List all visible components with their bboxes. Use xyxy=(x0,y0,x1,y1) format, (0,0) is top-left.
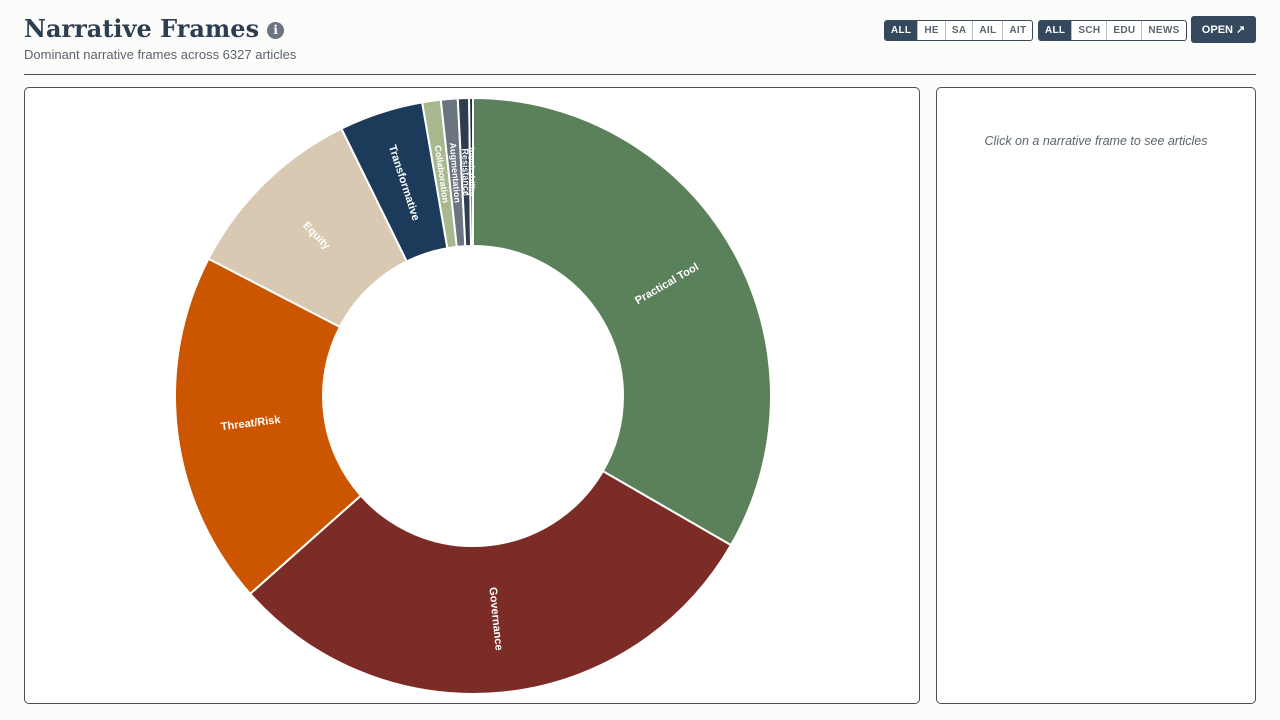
type-filter-news[interactable]: NEWS xyxy=(1141,21,1185,40)
slice-governance[interactable] xyxy=(248,469,733,695)
source-filter-sa[interactable]: SA xyxy=(944,21,973,40)
source-filter-ait[interactable]: AIT xyxy=(1002,21,1032,40)
source-filter-all[interactable]: ALL xyxy=(885,21,918,40)
header-divider xyxy=(24,74,1256,75)
donut-chart: Practical ToolGovernanceThreat/RiskEquit… xyxy=(174,96,773,695)
page-title: Narrative Frames i xyxy=(24,14,285,43)
articles-hint: Click on a narrative frame to see articl… xyxy=(984,134,1208,148)
external-arrow-icon: ↗ xyxy=(1235,24,1246,36)
articles-panel: Click on a narrative frame to see articl… xyxy=(936,87,1256,704)
slice-threat-risk[interactable] xyxy=(174,257,363,596)
type-filter-group: ALL SCH EDU NEWS xyxy=(1038,20,1187,41)
type-filter-sch[interactable]: SCH xyxy=(1071,21,1106,40)
info-icon[interactable]: i xyxy=(267,21,285,39)
slice-inevitability[interactable] xyxy=(468,96,474,248)
source-filter-group: ALL HE SA AIL AIT xyxy=(884,20,1034,41)
source-filter-ail[interactable]: AIL xyxy=(972,21,1002,40)
open-button-label: OPEN xyxy=(1201,23,1233,36)
page-title-text: Narrative Frames xyxy=(24,14,260,43)
open-button[interactable]: OPEN ↗ xyxy=(1191,16,1256,43)
source-filter-he[interactable]: HE xyxy=(917,21,945,40)
type-filter-all[interactable]: ALL xyxy=(1039,21,1072,40)
chart-panel: Practical Tool Governance Threat/Risk Equit… xyxy=(24,87,920,704)
page-subtitle: Dominant narrative frames across 6327 ar… xyxy=(24,47,297,62)
type-filter-edu[interactable]: EDU xyxy=(1106,21,1141,40)
slice-practical-tool[interactable] xyxy=(472,96,773,547)
